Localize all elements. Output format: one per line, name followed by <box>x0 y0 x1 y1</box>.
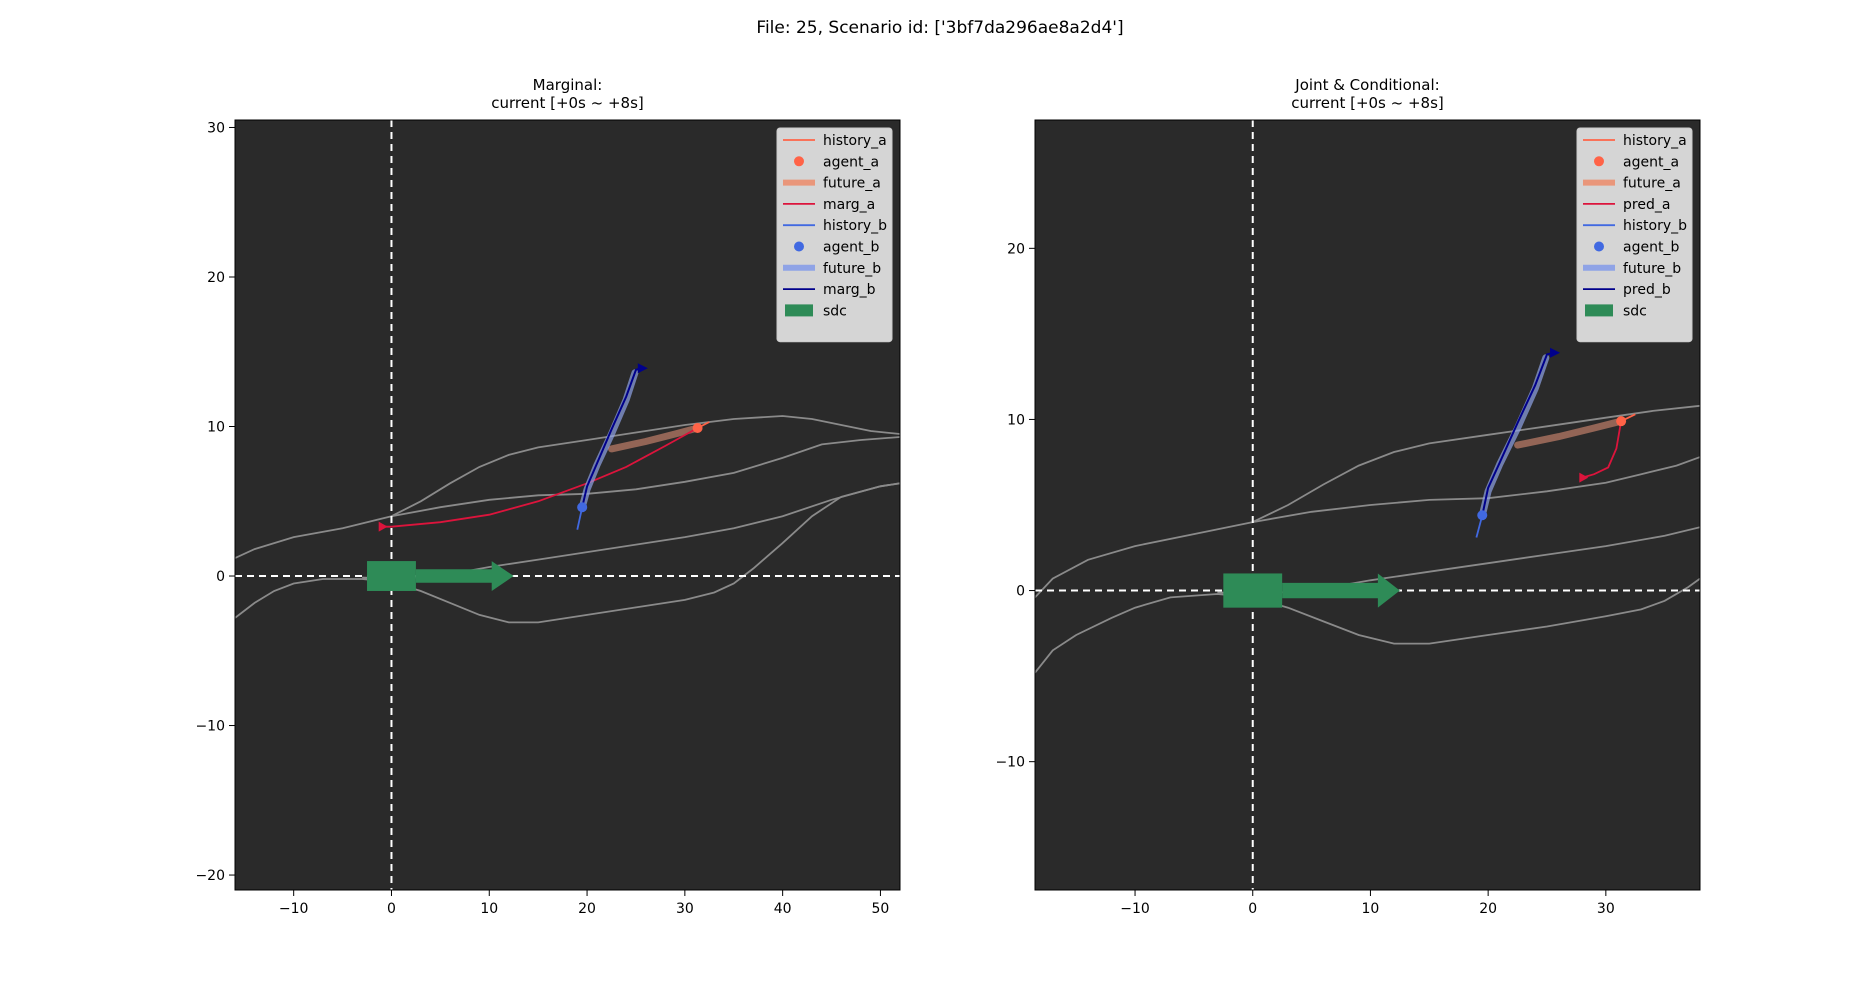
y-tick-label: −10 <box>995 755 1025 771</box>
agent-b-marker <box>577 502 588 513</box>
road-line-2 <box>391 415 900 518</box>
legend-swatch-sdc <box>1585 304 1613 317</box>
legend-label: sdc <box>823 303 847 319</box>
y-tick-label: 30 <box>207 120 225 136</box>
plot-content <box>235 120 900 890</box>
x-tick-label: 10 <box>480 901 498 917</box>
y-tick-label: 0 <box>1016 584 1025 600</box>
legend-label: history_a <box>823 133 887 149</box>
pred-a-arrowhead <box>1579 472 1589 483</box>
legend-label: history_a <box>1623 133 1687 149</box>
road-line-2 <box>1252 404 1700 523</box>
pred-a-arrowhead <box>378 521 388 532</box>
road-line-0 <box>1035 456 1700 599</box>
y-tick-label: 20 <box>1007 241 1025 257</box>
y-tick-label: 10 <box>1007 412 1025 428</box>
legend-swatch-agent_b <box>794 241 804 252</box>
pred-a-path <box>1582 421 1622 479</box>
sdc-heading-arrow <box>1282 573 1400 608</box>
future-a-path <box>608 424 702 453</box>
legend-swatch-agent_a <box>1594 156 1604 167</box>
panel-title-line-0: Marginal: <box>533 76 603 94</box>
legend-swatch-sdc <box>785 304 813 317</box>
future-a-path <box>1514 417 1625 449</box>
plot-content <box>1035 120 1700 890</box>
legend-swatch-agent_b <box>1594 241 1604 252</box>
legend-label: agent_b <box>1623 240 1679 256</box>
x-tick-label: 0 <box>1248 901 1257 917</box>
y-tick-label: 0 <box>216 569 225 585</box>
legend-label: agent_a <box>1623 154 1679 170</box>
legend-label: pred_b <box>1623 282 1671 298</box>
legend-label: future_a <box>823 176 881 192</box>
pred-b-path <box>1481 351 1555 516</box>
road-line-1 <box>235 482 900 624</box>
pred-b-path <box>581 367 643 508</box>
figure-suptitle: File: 25, Scenario id: ['3bf7da296ae8a2d… <box>756 18 1123 38</box>
pred-b-arrowhead <box>1550 347 1561 358</box>
legend-label: marg_a <box>823 197 875 213</box>
x-tick-label: −10 <box>279 901 309 917</box>
agent-a-marker <box>692 423 703 433</box>
x-tick-label: 0 <box>387 901 396 917</box>
legend-label: agent_a <box>823 154 879 170</box>
legend-label: pred_a <box>1623 197 1670 213</box>
sdc-heading-arrow <box>415 561 514 591</box>
y-tick-label: −20 <box>195 868 225 884</box>
x-tick-label: 20 <box>578 901 596 917</box>
legend-label: sdc <box>1623 303 1647 319</box>
y-tick-label: −10 <box>195 719 225 735</box>
road-line-1 <box>1035 577 1700 674</box>
x-tick-label: 40 <box>774 901 792 917</box>
panel-title-line-1: current [+0s ~ +8s] <box>491 94 644 112</box>
legend: history_a agent_a future_a pred_a history_ba… <box>1576 127 1693 343</box>
y-tick-label: 10 <box>207 420 225 436</box>
x-tick-label: 20 <box>1479 901 1497 917</box>
panel-title-line-1: current [+0s ~ +8s] <box>1291 94 1444 112</box>
legend-label: agent_b <box>823 240 879 256</box>
legend: history_a agent_a future_a marg_a history_ba… <box>776 127 893 343</box>
sdc-vehicle <box>367 561 416 591</box>
sdc-vehicle <box>1223 573 1283 608</box>
pred-a-path <box>381 427 699 528</box>
legend-label: future_b <box>1623 261 1681 277</box>
legend-label: future_b <box>823 261 881 277</box>
agent-a-marker <box>1616 416 1627 427</box>
marginal-panel: −10 0 10 20 30 40 50 −20 −10 0 10 20 30 Marginal:curr… <box>195 76 901 917</box>
axes-frame <box>234 119 901 891</box>
x-tick-label: 50 <box>872 901 890 917</box>
panel-title-line-0: Joint & Conditional: <box>1294 76 1439 94</box>
road-line-0 <box>235 436 900 559</box>
x-tick-label: −10 <box>1120 901 1150 917</box>
legend-label: future_a <box>1623 176 1681 192</box>
y-tick-label: 20 <box>207 270 225 286</box>
legend-label: history_b <box>1623 218 1687 234</box>
x-tick-label: 30 <box>1597 901 1615 917</box>
legend-label: marg_b <box>823 282 876 298</box>
joint-conditional-panel: −10 0 10 20 30 −10 0 10 20 Joint & Conditional:cu… <box>995 76 1701 917</box>
axes-frame <box>1034 119 1701 891</box>
legend-swatch-agent_a <box>794 156 804 167</box>
legend-label: history_b <box>823 218 887 234</box>
x-tick-label: 30 <box>676 901 694 917</box>
x-tick-label: 10 <box>1362 901 1380 917</box>
pred-b-arrowhead <box>637 363 648 374</box>
agent-b-marker <box>1477 510 1488 521</box>
